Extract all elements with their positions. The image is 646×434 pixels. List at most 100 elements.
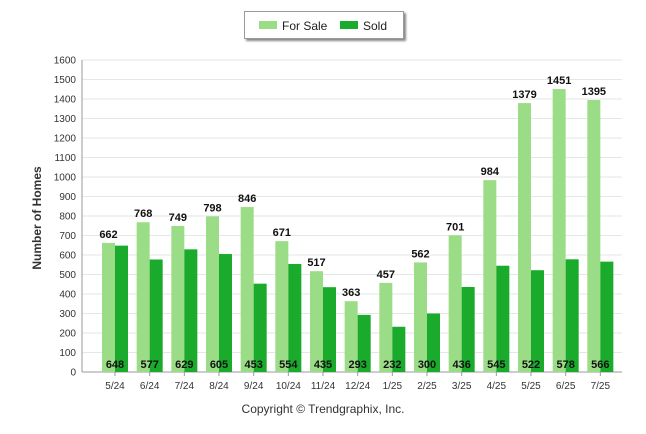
x-tick-label: 7/25 [591,381,611,392]
copyright-text: Copyright © Trendgraphix, Inc. [241,402,405,416]
y-tick-label: 1100 [54,153,76,164]
y-tick-label: 700 [59,231,76,242]
data-label-for-sale: 517 [307,257,325,269]
y-tick-label: 500 [59,270,76,281]
x-tick-label: 11/24 [311,381,336,392]
x-tick-label: 1/25 [383,381,403,392]
bar-for-sale [206,216,219,372]
bar-sold [288,263,302,372]
x-tick-label: 4/25 [487,381,507,392]
bar-sold [565,259,579,372]
bar-sold [253,283,267,372]
data-label-for-sale: 701 [446,221,464,233]
y-tick-label: 1400 [54,95,77,106]
data-label-sold: 578 [556,359,574,371]
y-tick-label: 0 [70,368,76,379]
data-label-sold: 435 [314,359,332,371]
data-label-for-sale: 1379 [512,89,536,101]
bar-for-sale [552,89,566,373]
bar-sold [531,270,544,372]
y-tick-label: 1600 [54,56,77,67]
bar-sold [149,259,163,372]
bar-sold [496,265,510,372]
y-tick-label: 1000 [54,173,77,184]
data-label-sold: 605 [210,359,228,371]
bar-for-sale [587,99,601,372]
data-label-for-sale: 1395 [582,86,606,98]
legend-swatch-sold [340,21,358,29]
bar-sold [357,314,371,372]
data-label-sold: 453 [244,359,262,371]
data-label-for-sale: 846 [238,193,256,205]
data-label-for-sale: 1451 [547,75,571,87]
bar-for-sale [171,225,185,372]
bar-for-sale [414,262,427,372]
bar-for-sale [102,242,115,372]
y-tick-label: 400 [59,290,76,301]
legend-label-sold: Sold [363,19,388,33]
bar-for-sale [448,235,462,372]
data-label-sold: 545 [487,359,505,371]
bar-for-sale [310,271,323,372]
data-label-sold: 300 [418,359,436,371]
data-label-sold: 629 [175,359,193,371]
bar-sold [600,261,614,372]
legend-swatch-for-sale [259,21,277,29]
y-tick-label: 900 [59,192,76,203]
data-label-for-sale: 798 [203,202,221,214]
legend-label-for-sale: For Sale [282,19,328,33]
x-tick-label: 6/25 [556,381,576,392]
x-tick-label: 5/24 [105,381,125,392]
bar-sold [115,245,128,372]
x-tick-label: 7/24 [175,381,195,392]
y-tick-label: 1500 [54,75,77,86]
bar-for-sale [483,180,497,372]
bar-sold [323,287,336,372]
data-labels: 662 648 768 577 749 629 798 605 846 453 671 554 517 4… [99,75,609,371]
data-label-sold: 554 [279,359,298,371]
x-axis-ticks: 5/24 6/24 7/24 8/24 9/24 10/24 11/24 12/24 1/25 2… [105,372,611,392]
bar-sold [184,249,198,372]
data-label-sold: 232 [383,359,401,371]
x-tick-label: 6/24 [140,381,160,392]
data-label-for-sale: 984 [481,166,500,178]
legend: For Sale Sold [244,11,404,39]
x-tick-label: 12/24 [345,381,370,392]
data-label-for-sale: 363 [342,287,360,299]
bar-for-sale [518,103,531,372]
y-axis-label: Number of Homes [30,166,44,270]
data-label-sold: 566 [591,359,609,371]
data-label-sold: 648 [106,359,124,371]
bar-sold [219,254,232,372]
data-label-sold: 522 [522,359,540,371]
bar-for-sale [344,301,358,372]
x-tick-label: 3/25 [452,381,472,392]
data-label-for-sale: 671 [273,227,291,239]
y-tick-label: 1200 [54,134,77,145]
data-label-sold: 436 [452,359,470,371]
data-label-for-sale: 749 [169,212,187,224]
y-tick-label: 300 [59,309,76,320]
x-tick-label: 5/25 [521,381,541,392]
y-tick-label: 600 [59,251,76,262]
bar-sold [392,326,406,372]
data-label-sold: 577 [140,359,158,371]
y-tick-label: 800 [59,212,76,223]
y-axis-ticks: 0 100 200 300 400 500 600 700 800 900 1000 1100 1200… [54,56,77,379]
bar-for-sale [379,282,393,372]
x-tick-label: 8/24 [209,381,229,392]
y-tick-label: 1300 [54,114,77,125]
y-tick-label: 200 [59,329,76,340]
data-label-for-sale: 662 [99,229,117,241]
data-label-for-sale: 768 [134,208,152,220]
x-tick-label: 10/24 [276,381,301,392]
bar-sold [427,313,440,372]
bar-for-sale [275,241,289,372]
data-label-for-sale: 562 [411,248,429,260]
bar-for-sale [136,222,150,372]
x-tick-label: 9/24 [244,381,264,392]
bar-for-sale [240,207,254,372]
x-tick-label: 2/25 [417,381,437,392]
data-label-for-sale: 457 [377,269,395,281]
